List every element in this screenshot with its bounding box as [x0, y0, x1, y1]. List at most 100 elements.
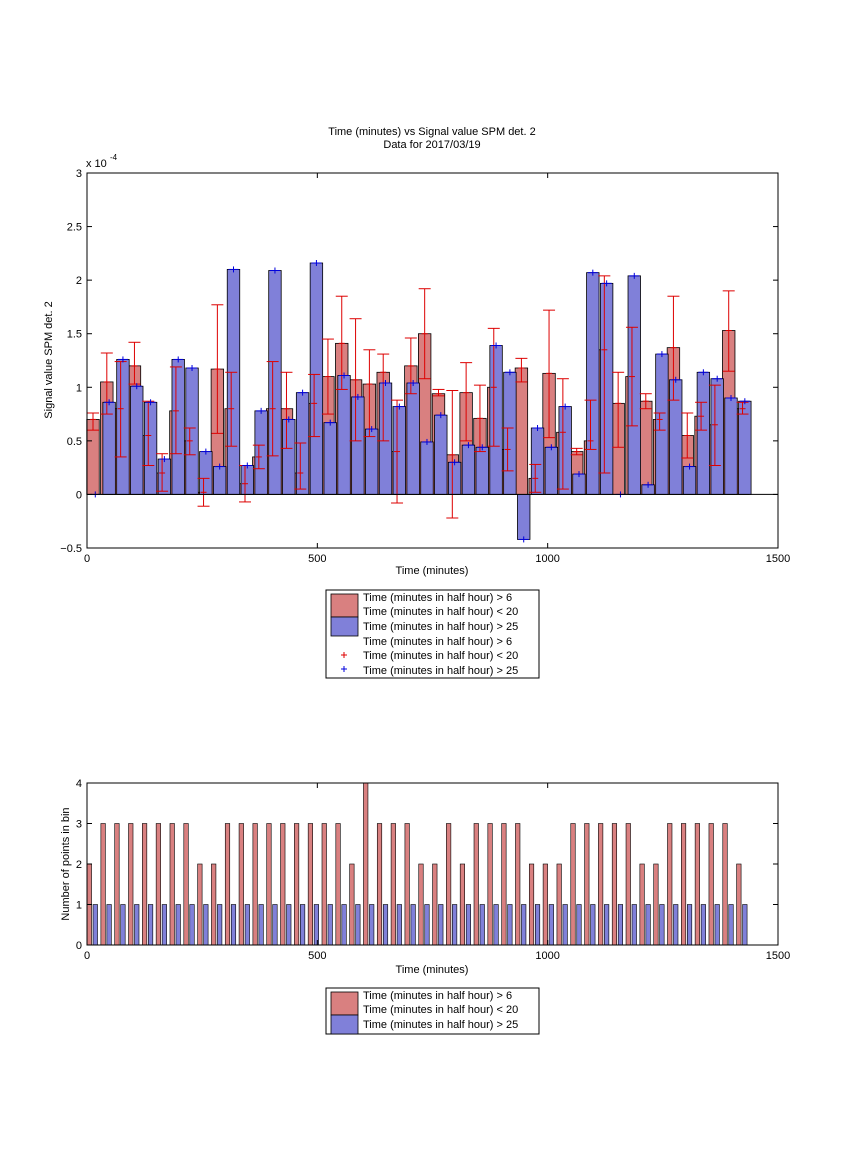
chart2-blue-bar	[700, 904, 706, 946]
chart2-red-bar	[376, 823, 383, 946]
chart1-blue-bar	[351, 396, 365, 495]
chart1-blue-bar	[213, 466, 227, 495]
chart2-red-bar	[224, 823, 231, 946]
chart1-blue-bar	[309, 262, 324, 495]
count-chart: 0 500 1000 1500 0 1 2 3 4 Time (minutes) Number …	[60, 778, 790, 1035]
chart1-blue-bar	[282, 419, 296, 495]
chart2-red-bar	[252, 823, 258, 946]
chart1-xlabel: Time (minutes)	[396, 565, 469, 577]
chart2-blue-bar	[534, 904, 541, 946]
chart2-red-bar	[363, 782, 369, 946]
chart2-red-bar	[459, 863, 465, 946]
chart2-red-bar	[625, 823, 631, 946]
chart2-blue-bar	[175, 904, 181, 946]
chart2-ytick-label: 0	[76, 940, 82, 952]
chart1-red-bar	[514, 367, 529, 495]
chart2-legend-red-patch	[330, 991, 359, 1016]
chart2-blue-bar	[355, 904, 361, 946]
chart2-red-bar	[611, 823, 618, 946]
chart1-xtick-label: 500	[308, 553, 326, 565]
chart2-blue-bar	[590, 904, 596, 946]
chart2-blue-bar	[341, 904, 347, 946]
chart1-blue-bar	[696, 371, 711, 495]
chart1-blue-bar	[378, 382, 393, 495]
chart1-blue-bar	[157, 458, 172, 495]
chart2-red-bar	[584, 823, 590, 946]
chart1-ytick-label: 2.5	[67, 222, 82, 234]
chart1-blue-bar	[240, 465, 254, 495]
chart2-red-bar	[722, 823, 728, 946]
chart2-red-bar	[639, 863, 645, 946]
chart1-ticks: 0 500 1000 1500−0.500.511.522.53	[60, 168, 790, 565]
chart1-legend-redmark-line1: Time (minutes in half hour) > 6	[363, 636, 512, 648]
chart1-blue-bar	[365, 428, 379, 495]
chart1-blue-bar	[268, 270, 282, 495]
chart2-red-bar	[598, 823, 604, 946]
chart2-red-bar	[736, 863, 742, 946]
chart2-blue-bar	[576, 904, 582, 946]
chart1-blue-bar	[669, 379, 683, 495]
chart2-blue-bar	[687, 904, 693, 946]
chart1-exponent-base: x 10	[86, 158, 107, 170]
chart2-red-bar	[487, 823, 493, 946]
chart1-legend-bluemark-line1: Time (minutes in half hour) > 25	[363, 665, 518, 677]
chart2-blue-bar	[631, 904, 637, 946]
chart1-blue-bar	[226, 269, 241, 495]
chart1-ytick-label: 1.5	[67, 329, 82, 341]
chart1-blue-bar	[738, 400, 752, 495]
chart2-blue-bar	[313, 904, 319, 946]
chart1-legend-red-patch	[330, 593, 359, 618]
chart2-red-bar	[528, 863, 535, 946]
chart1-title: Time (minutes) vs Signal value SPM det. …	[328, 126, 535, 138]
chart1-red-bar	[639, 400, 653, 495]
chart2-blue-bar	[452, 904, 458, 946]
chart2-red-bar	[349, 863, 355, 946]
chart2-blue-bar	[161, 904, 167, 946]
chart1-blue-bar	[116, 359, 130, 495]
chart2-red-bar	[694, 823, 700, 946]
chart2-blue-bar	[659, 904, 665, 946]
chart1-legend-red-plus-icon	[341, 652, 347, 658]
chart2-blue-bar	[300, 904, 306, 946]
chart1-blue-bar	[655, 353, 669, 495]
chart2-red-bar	[446, 823, 452, 946]
chart2-blue-bar	[148, 904, 154, 946]
chart2-red-bar	[211, 863, 217, 946]
chart2-red-bar	[321, 823, 327, 946]
chart1-red-bar	[86, 419, 100, 495]
chart2-red-bar	[183, 823, 189, 946]
chart1-blue-bar	[295, 392, 310, 495]
chart2-red-bar	[404, 823, 410, 946]
chart2-legend-red-line1: Time (minutes in half hour) > 6	[363, 990, 512, 1002]
chart1-blue-bar	[420, 441, 434, 495]
chart1-blue-bar	[392, 406, 406, 495]
chart2-red-bar	[653, 863, 659, 946]
chart1-blue-bar	[586, 272, 600, 495]
chart2-ylabel: Number of points in bin	[60, 807, 72, 920]
chart2-xtick-label: 0	[84, 950, 90, 962]
chart2-red-bar	[128, 823, 134, 946]
chart2-red-bar	[542, 863, 548, 946]
chart1-ytick-label: 0	[76, 489, 82, 501]
chart2-red-bar	[515, 823, 521, 946]
chart2-blue-bar	[507, 904, 513, 946]
chart2-blue-bar	[120, 904, 126, 946]
chart1-xtick-label: 0	[84, 553, 90, 565]
chart2-ytick-label: 1	[76, 900, 82, 912]
chart2-blue-bar	[272, 904, 278, 946]
chart1-blue-bar	[323, 422, 337, 495]
chart2-red-bar	[335, 823, 341, 946]
chart1-blue-bar	[130, 385, 144, 495]
chart1-blue-bar	[682, 466, 697, 495]
chart1-subtitle: Data for 2017/03/19	[383, 139, 480, 151]
chart2-red-bar	[681, 823, 687, 946]
chart1-exponent: x 10 -4	[86, 153, 118, 170]
chart2-legend: Time (minutes in half hour) > 6 Time (mi…	[325, 987, 540, 1035]
chart2-blue-bar	[369, 904, 375, 946]
chart1-xtick-label: 1000	[535, 553, 559, 565]
chart2-xtick-label: 1500	[766, 950, 790, 962]
chart1-blue-bar	[627, 275, 641, 495]
chart2-xtick-label: 1000	[535, 950, 559, 962]
chart2-xlabel: Time (minutes)	[396, 964, 469, 976]
